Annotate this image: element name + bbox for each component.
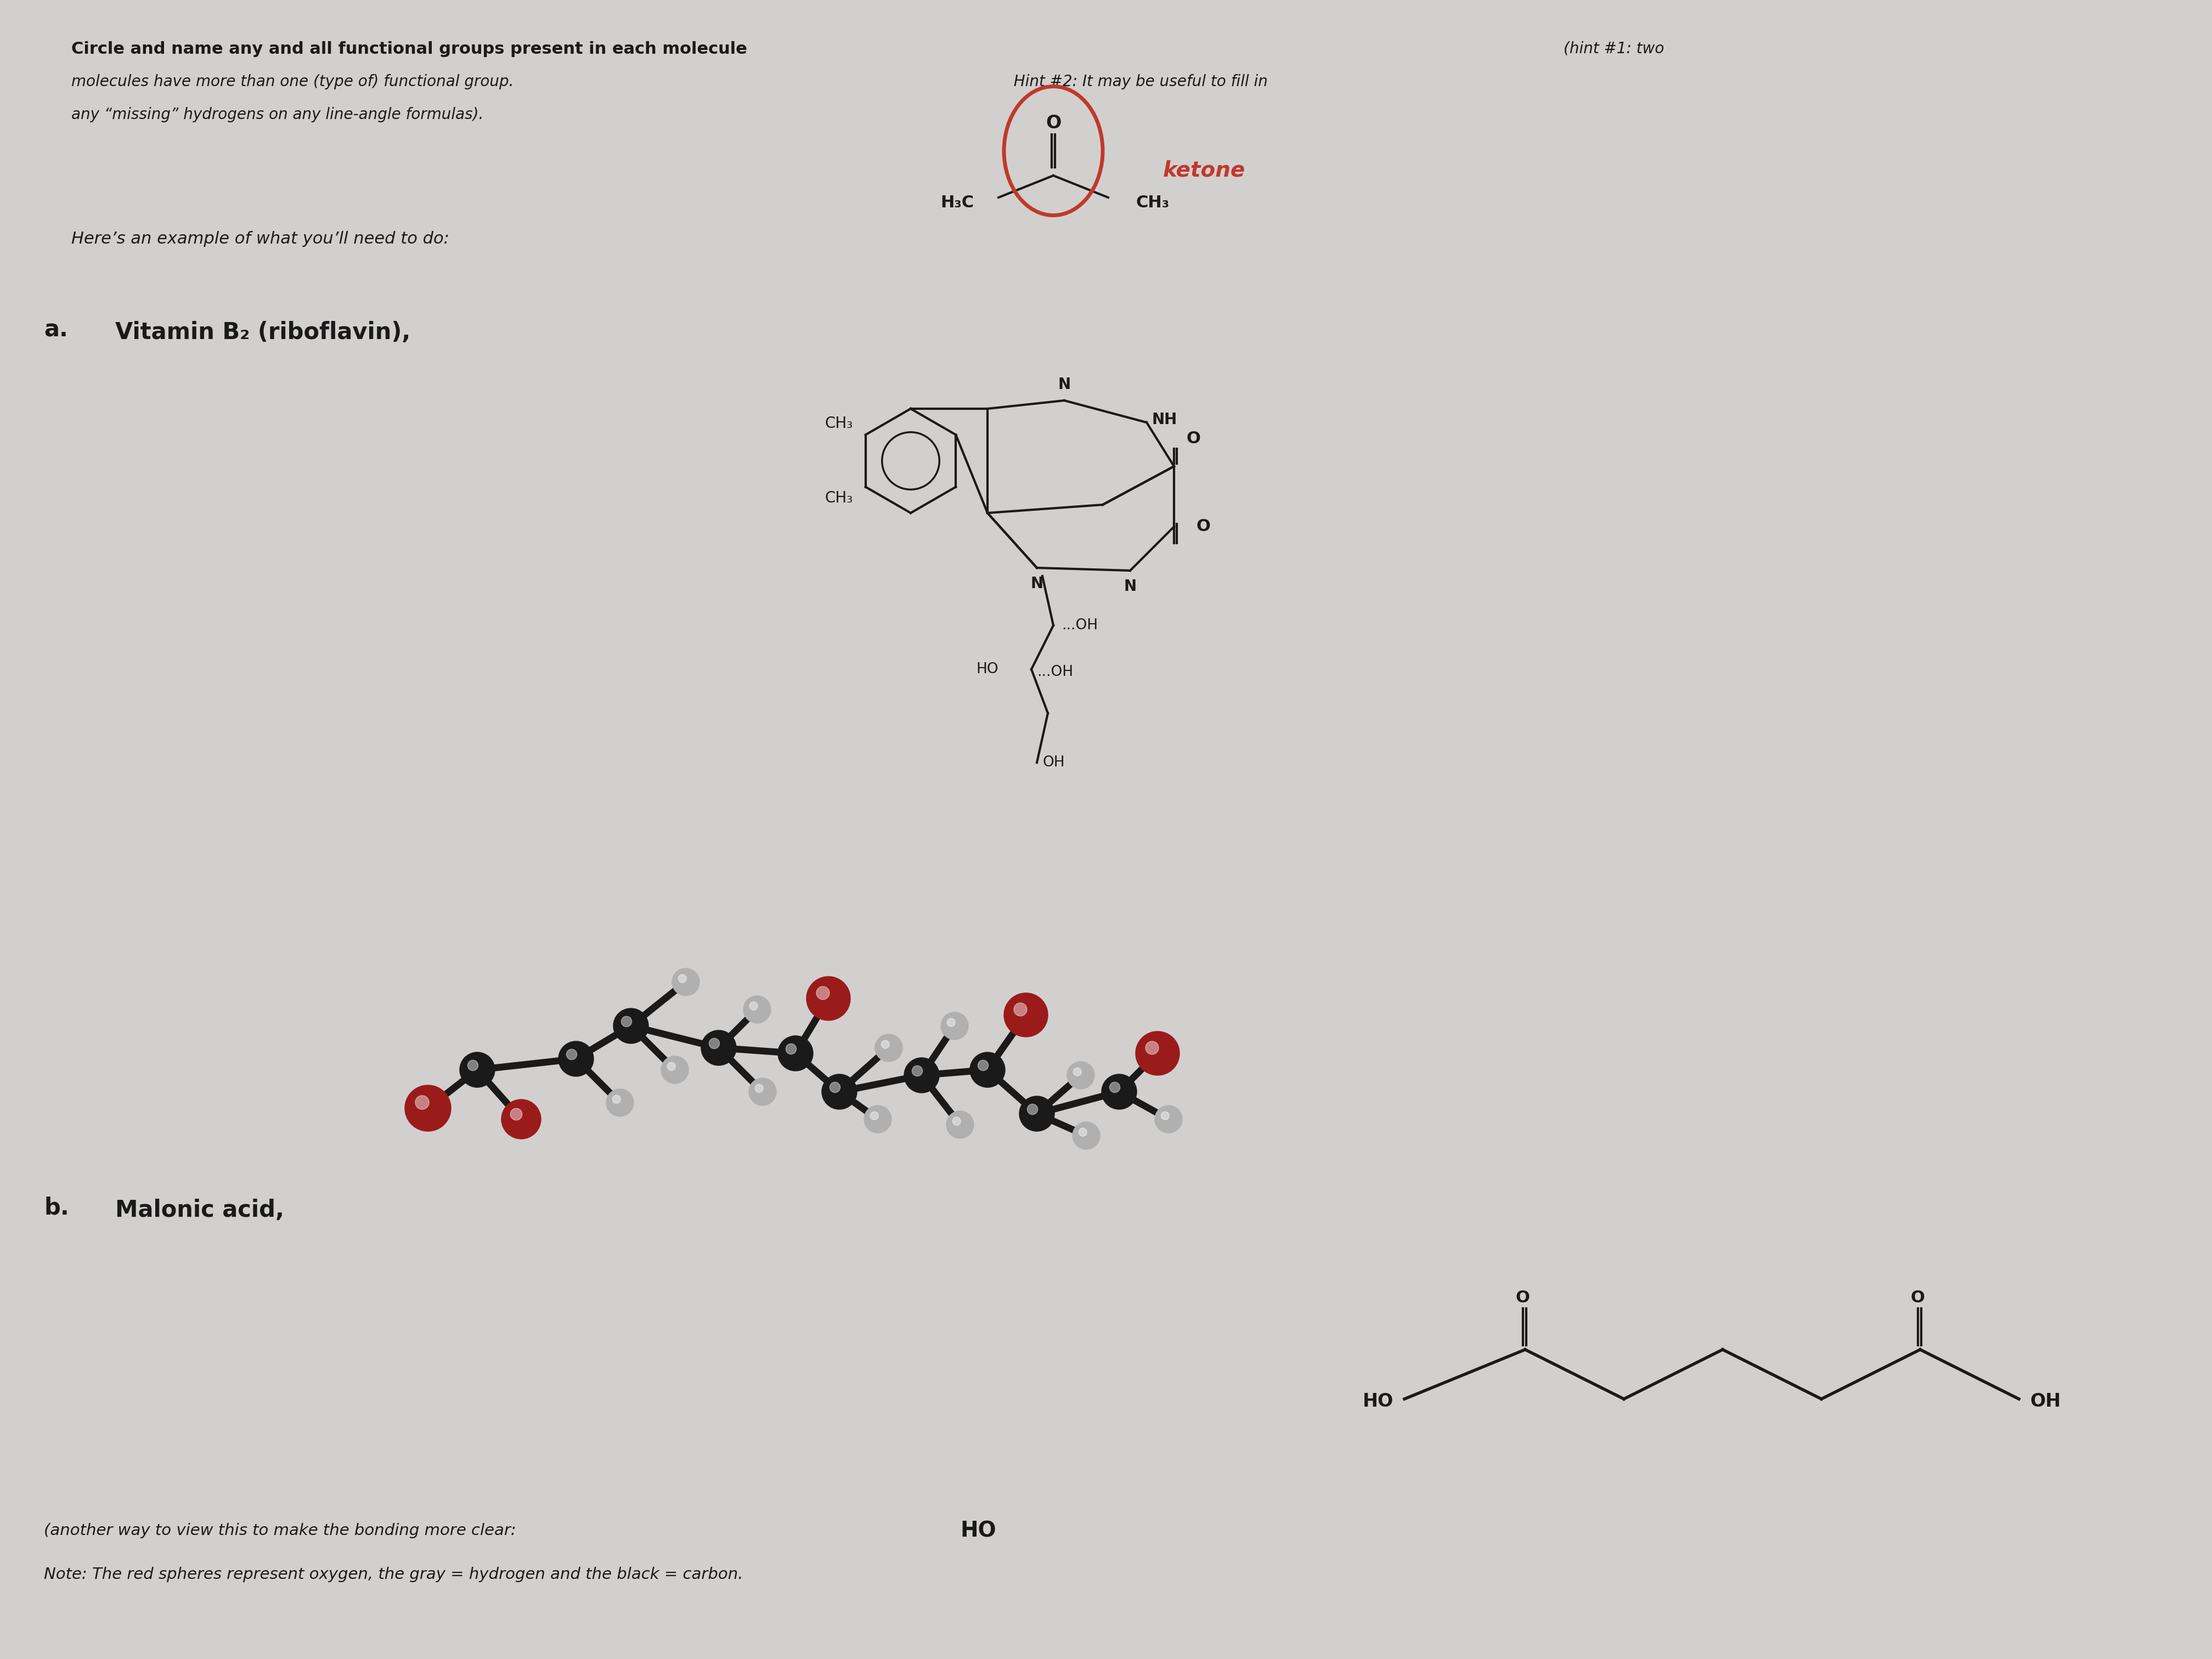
Circle shape <box>613 1009 648 1044</box>
Text: OH: OH <box>2031 1392 2062 1410</box>
Text: Malonic acid,: Malonic acid, <box>115 1199 283 1221</box>
Circle shape <box>613 1095 622 1103</box>
Text: HO: HO <box>960 1520 995 1541</box>
Circle shape <box>750 1002 759 1010</box>
Circle shape <box>880 1040 889 1048</box>
Text: Hint #2: It may be useful to fill in: Hint #2: It may be useful to fill in <box>1004 75 1267 90</box>
Circle shape <box>876 1034 902 1062</box>
Text: (hint #1: two: (hint #1: two <box>1564 41 1663 56</box>
Circle shape <box>1073 1068 1082 1077</box>
Circle shape <box>816 987 830 1000</box>
Circle shape <box>1026 1103 1037 1115</box>
Text: N: N <box>1057 377 1071 392</box>
Circle shape <box>978 1060 989 1070</box>
Circle shape <box>1066 1062 1095 1088</box>
Circle shape <box>460 1052 495 1087</box>
Text: H₃C: H₃C <box>940 196 973 211</box>
Circle shape <box>1004 994 1048 1037</box>
Text: O: O <box>1046 114 1062 133</box>
Circle shape <box>905 1058 940 1093</box>
Circle shape <box>785 1044 796 1053</box>
Circle shape <box>1135 1032 1179 1075</box>
Circle shape <box>750 1078 776 1105</box>
Text: ...OH: ...OH <box>1037 665 1073 679</box>
Text: any “missing” hydrogens on any line-angle formulas).: any “missing” hydrogens on any line-angl… <box>71 106 484 123</box>
Circle shape <box>1161 1112 1170 1120</box>
Circle shape <box>661 1057 688 1083</box>
Text: a.: a. <box>44 319 69 342</box>
Text: Vitamin B₂ (riboflavin),: Vitamin B₂ (riboflavin), <box>115 320 411 343</box>
Circle shape <box>953 1117 960 1125</box>
Text: Here’s an example of what you’ll need to do:: Here’s an example of what you’ll need to… <box>71 231 449 247</box>
Text: NH: NH <box>1152 411 1177 428</box>
Text: O: O <box>1911 1289 1924 1306</box>
Circle shape <box>947 1019 956 1027</box>
Circle shape <box>830 1082 841 1093</box>
Text: b.: b. <box>44 1196 69 1219</box>
Circle shape <box>502 1100 542 1140</box>
Text: HO: HO <box>1363 1392 1394 1410</box>
Text: molecules have more than one (type of) functional group.: molecules have more than one (type of) f… <box>71 75 513 90</box>
Text: O: O <box>1515 1289 1528 1306</box>
Circle shape <box>1110 1082 1119 1093</box>
Text: Note: The red spheres represent oxygen, the gray = hydrogen and the black = carb: Note: The red spheres represent oxygen, … <box>44 1566 743 1583</box>
Circle shape <box>911 1065 922 1077</box>
Text: N: N <box>1031 576 1044 591</box>
Circle shape <box>779 1035 814 1072</box>
Circle shape <box>1013 1002 1026 1015</box>
Text: Circle and name any and all functional groups present in each molecule: Circle and name any and all functional g… <box>71 41 748 56</box>
Circle shape <box>1155 1105 1181 1133</box>
Circle shape <box>807 977 849 1020</box>
Circle shape <box>416 1095 429 1110</box>
Text: OH: OH <box>1042 755 1064 770</box>
Circle shape <box>668 1062 675 1070</box>
Circle shape <box>1146 1042 1159 1055</box>
Circle shape <box>701 1030 737 1065</box>
Circle shape <box>672 969 699 995</box>
Circle shape <box>405 1085 451 1131</box>
Text: CH₃: CH₃ <box>825 489 854 506</box>
Circle shape <box>969 1052 1004 1087</box>
Text: (another way to view this to make the bonding more clear:: (another way to view this to make the bo… <box>44 1523 515 1538</box>
Circle shape <box>557 1042 593 1077</box>
Circle shape <box>869 1112 878 1120</box>
Text: HO: HO <box>975 662 998 677</box>
Text: ...OH: ...OH <box>1062 619 1097 632</box>
Text: CH₃: CH₃ <box>1135 196 1170 211</box>
Circle shape <box>467 1060 478 1070</box>
Text: N: N <box>1124 579 1137 594</box>
Circle shape <box>606 1088 633 1117</box>
Circle shape <box>940 1012 969 1040</box>
Circle shape <box>622 1017 633 1027</box>
Circle shape <box>1020 1097 1055 1131</box>
Circle shape <box>566 1048 577 1060</box>
Circle shape <box>710 1039 719 1048</box>
Circle shape <box>947 1112 973 1138</box>
Text: CH₃: CH₃ <box>825 416 854 431</box>
Circle shape <box>1079 1128 1086 1136</box>
Circle shape <box>1073 1121 1099 1150</box>
Circle shape <box>865 1105 891 1133</box>
Circle shape <box>823 1073 856 1110</box>
Circle shape <box>1102 1073 1137 1110</box>
Circle shape <box>679 974 686 982</box>
Circle shape <box>754 1085 763 1092</box>
Circle shape <box>743 995 770 1024</box>
Text: ketone: ketone <box>1164 159 1245 181</box>
Text: O: O <box>1186 431 1201 446</box>
Circle shape <box>511 1108 522 1120</box>
Text: O: O <box>1197 519 1210 534</box>
